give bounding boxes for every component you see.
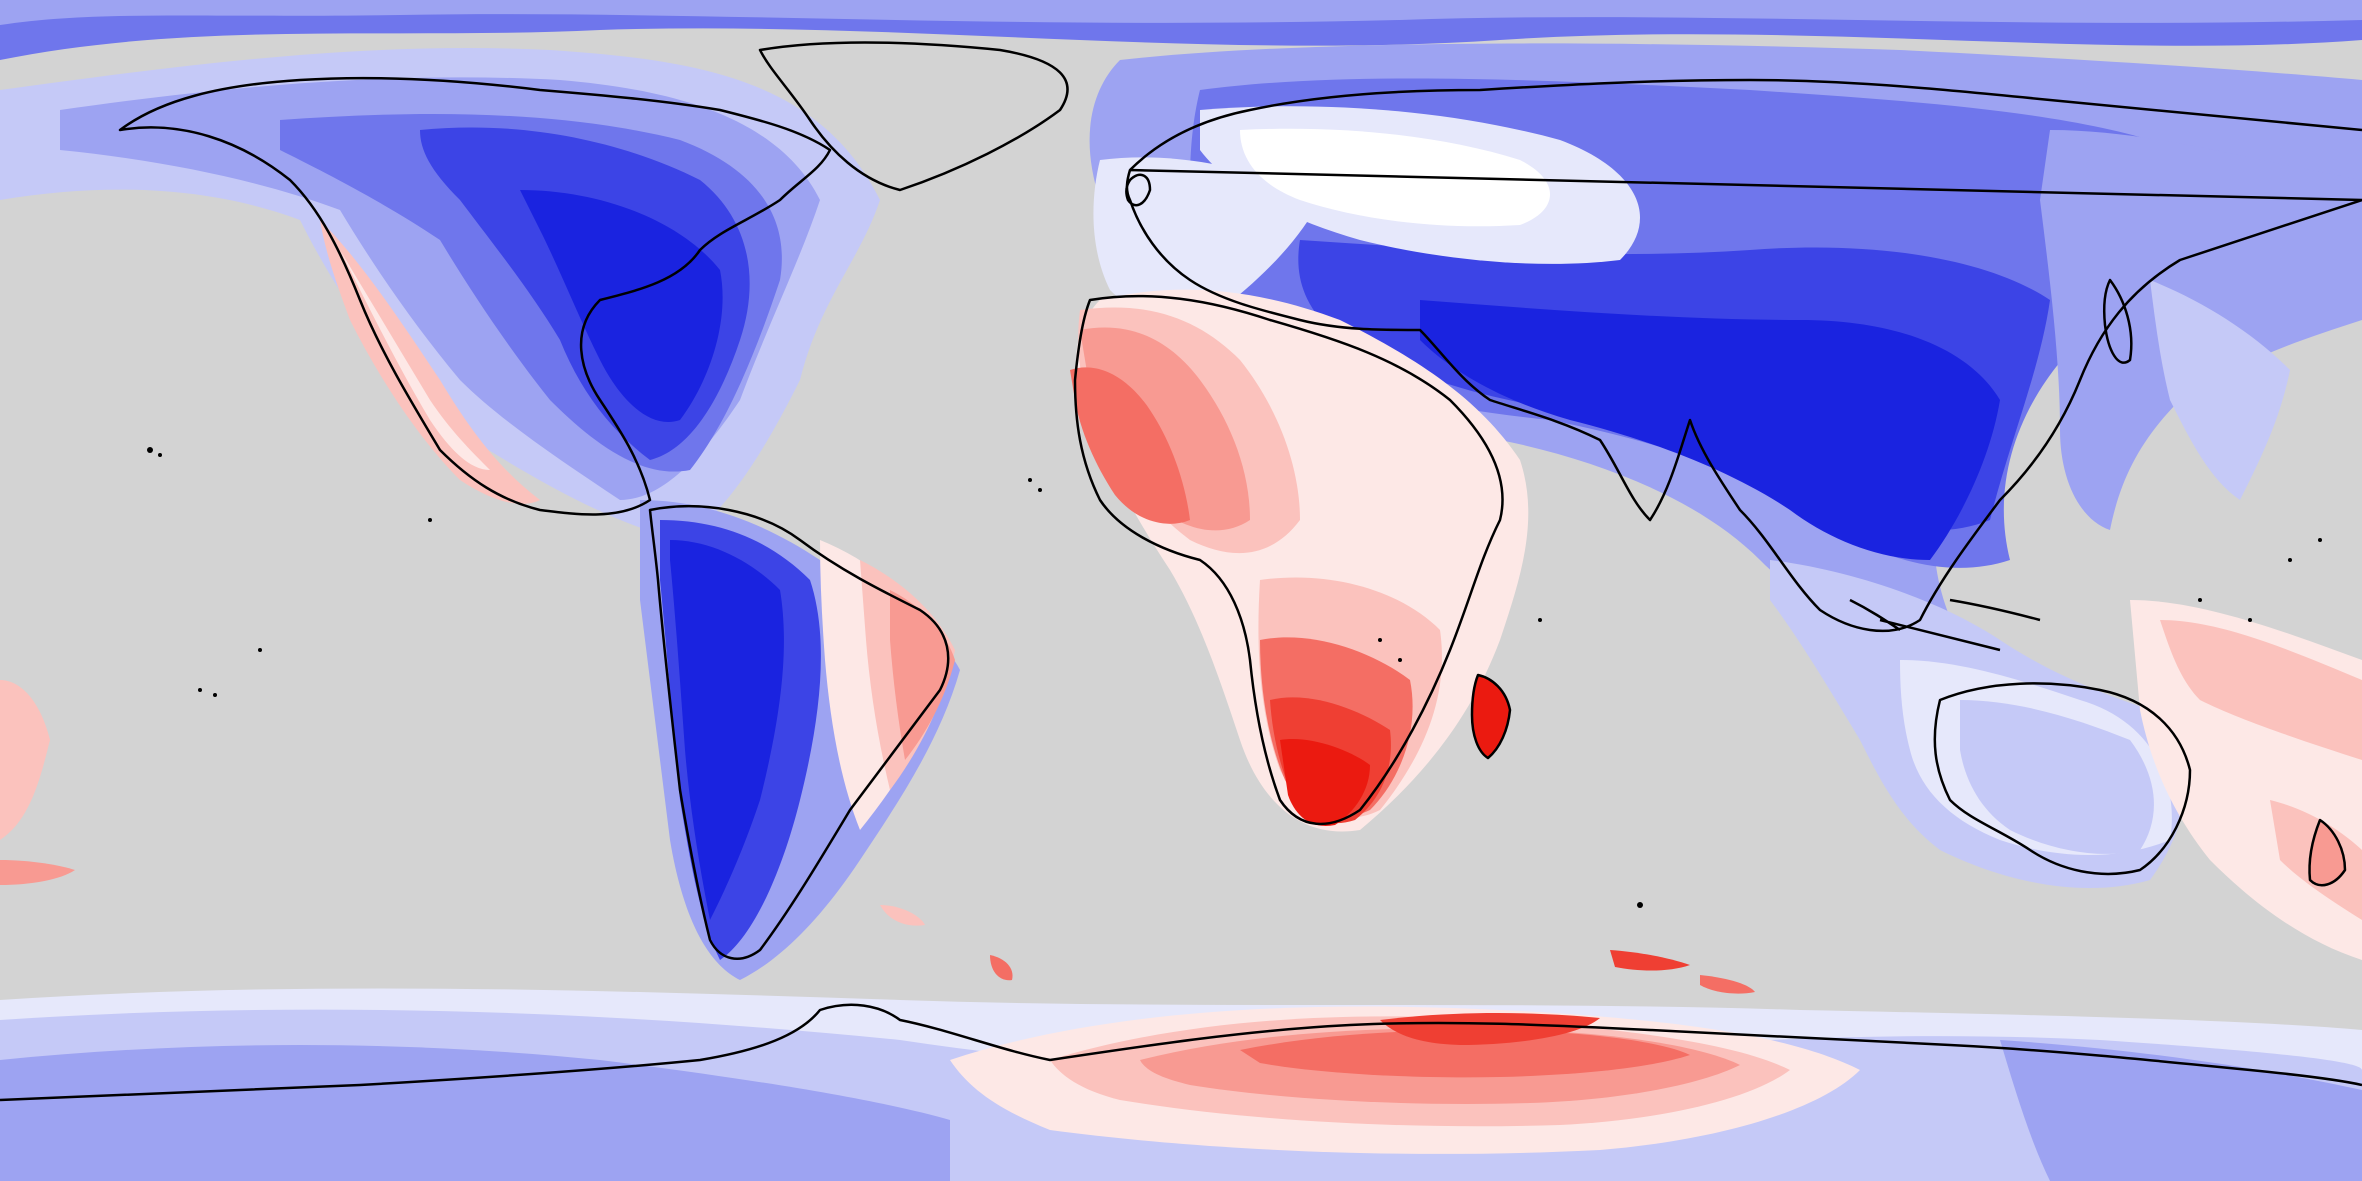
coastline-eurasia — [1125, 78, 2362, 633]
coastline-africa — [1073, 294, 1504, 826]
south-america-field — [640, 500, 960, 980]
island-markers — [147, 447, 2322, 908]
coastline-britain — [1125, 173, 1152, 207]
coastline-madagascar — [1470, 673, 1512, 760]
pacific-west-field — [0, 680, 75, 885]
madagascar-shape — [1472, 675, 1510, 758]
north-america-field — [0, 48, 880, 541]
coastline-japan — [2102, 278, 2133, 364]
coastline-new-zealand — [2308, 818, 2347, 887]
coastline-australia — [1933, 682, 2192, 876]
coastline-antarctica — [0, 1003, 2362, 1102]
coastline-south-america — [648, 505, 950, 960]
coastlines — [0, 41, 2362, 1102]
coastline-indonesia — [1849, 598, 2041, 652]
coastline-greenland — [758, 41, 1069, 192]
arctic-band — [0, 0, 2362, 60]
oceania-field — [1770, 560, 2362, 960]
coastline-north-america — [118, 76, 832, 516]
eurasia-field — [1089, 43, 2362, 646]
new-zealand-shape — [2309, 820, 2345, 886]
